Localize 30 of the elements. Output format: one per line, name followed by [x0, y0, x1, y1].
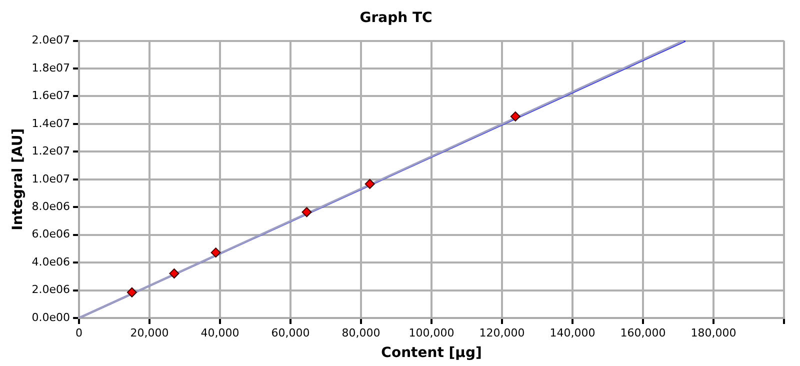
x-tick-label: 140,000 [550, 326, 596, 340]
y-tick-label: 4.0e06 [32, 255, 70, 268]
x-tick-label: 120,000 [479, 326, 525, 340]
y-axis-title: Integral [AU] [10, 128, 26, 230]
x-tick-label: 0 [76, 326, 83, 340]
y-tick-label: 1.6e07 [32, 89, 70, 102]
x-tick-label: 100,000 [408, 326, 454, 340]
chart-title: Graph TC [360, 10, 432, 26]
x-tick-label: 180,000 [690, 326, 736, 340]
y-tick-label: 1.4e07 [32, 116, 70, 130]
y-tick-label: 2.0e06 [32, 283, 70, 296]
x-axis-title: Content [µg] [381, 345, 482, 362]
y-tick-label: 8.0e06 [32, 200, 70, 213]
y-tick-label: 1.2e07 [32, 144, 70, 158]
x-tick-label: 60,000 [271, 326, 310, 340]
point [169, 268, 180, 279]
x-tick-label: 40,000 [200, 326, 240, 340]
y-tick-label: 6.0e06 [32, 228, 70, 241]
y-tick-label: 2.0e07 [32, 34, 70, 47]
y-tick-label: 1.8e07 [32, 61, 70, 74]
point [302, 207, 312, 218]
x-tick-label: 20,000 [130, 326, 169, 340]
point [364, 178, 375, 189]
x-tick-label: 80,000 [342, 326, 380, 340]
x-tick-label: 160,000 [620, 326, 666, 340]
point [126, 287, 137, 298]
point [210, 248, 221, 258]
point [510, 111, 520, 122]
y-tick-label: 1.0e07 [32, 172, 70, 186]
y-tick-label: 0.0e00 [32, 310, 70, 324]
